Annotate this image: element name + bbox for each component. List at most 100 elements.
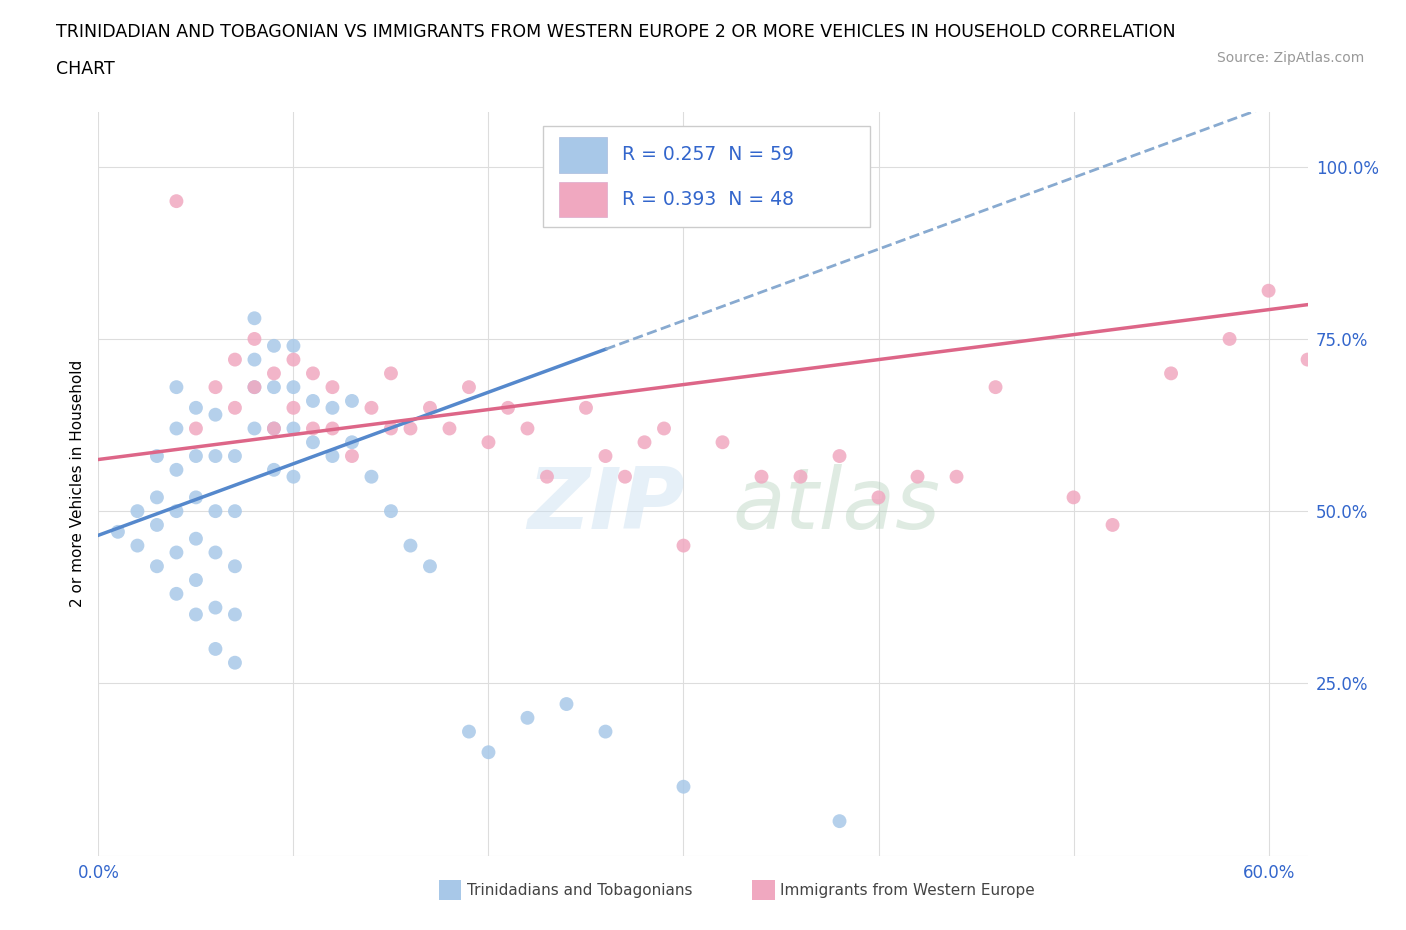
Point	[399, 538, 422, 553]
Point	[496, 401, 519, 416]
Point	[146, 517, 169, 532]
Point	[263, 462, 285, 477]
Point	[204, 545, 226, 560]
Point	[1063, 490, 1085, 505]
Point	[380, 421, 402, 436]
Point	[146, 490, 169, 505]
Point	[263, 379, 285, 394]
Point	[711, 435, 734, 450]
Point	[224, 656, 246, 671]
Text: R = 0.257  N = 59: R = 0.257 N = 59	[621, 145, 794, 165]
Point	[321, 401, 343, 416]
Point	[184, 490, 207, 505]
Point	[165, 421, 187, 436]
Point	[283, 379, 305, 394]
Point	[458, 379, 481, 394]
Point	[360, 401, 382, 416]
Point	[243, 421, 266, 436]
FancyBboxPatch shape	[543, 126, 870, 227]
Text: Source: ZipAtlas.com: Source: ZipAtlas.com	[1216, 51, 1364, 65]
Point	[302, 393, 325, 408]
Point	[165, 193, 187, 208]
Point	[184, 573, 207, 588]
Y-axis label: 2 or more Vehicles in Household: 2 or more Vehicles in Household	[69, 360, 84, 607]
Point	[614, 470, 637, 485]
Point	[302, 365, 325, 380]
Point	[321, 421, 343, 436]
Point	[283, 401, 305, 416]
Text: TRINIDADIAN AND TOBAGONIAN VS IMMIGRANTS FROM WESTERN EUROPE 2 OR MORE VEHICLES : TRINIDADIAN AND TOBAGONIAN VS IMMIGRANTS…	[56, 23, 1175, 41]
Point	[945, 470, 967, 485]
Point	[751, 470, 773, 485]
Point	[380, 365, 402, 380]
Point	[146, 559, 169, 574]
Point	[165, 504, 187, 519]
Point	[283, 421, 305, 436]
Point	[184, 607, 207, 622]
Point	[1160, 365, 1182, 380]
Point	[536, 470, 558, 485]
Point	[243, 379, 266, 394]
Point	[828, 448, 851, 463]
Point	[165, 545, 187, 560]
Point	[204, 379, 226, 394]
Text: Immigrants from Western Europe: Immigrants from Western Europe	[780, 883, 1035, 897]
Point	[224, 607, 246, 622]
Point	[263, 339, 285, 353]
Point	[652, 421, 675, 436]
Point	[516, 421, 538, 436]
Point	[184, 421, 207, 436]
Point	[439, 421, 461, 436]
Point	[302, 435, 325, 450]
Point	[1296, 352, 1319, 367]
Point	[302, 421, 325, 436]
Point	[672, 538, 695, 553]
Point	[380, 504, 402, 519]
Point	[1101, 517, 1123, 532]
Point	[243, 331, 266, 346]
Point	[263, 365, 285, 380]
Point	[283, 470, 305, 485]
Point	[224, 352, 246, 367]
Point	[321, 379, 343, 394]
Point	[127, 504, 149, 519]
Point	[224, 401, 246, 416]
Point	[789, 470, 811, 485]
Point	[399, 421, 422, 436]
Point	[165, 379, 187, 394]
Point	[204, 407, 226, 422]
Point	[907, 470, 929, 485]
Point	[1257, 284, 1279, 299]
Text: R = 0.393  N = 48: R = 0.393 N = 48	[621, 190, 794, 209]
Text: atlas: atlas	[733, 464, 941, 548]
Point	[984, 379, 1007, 394]
Point	[360, 470, 382, 485]
Point	[419, 401, 441, 416]
Point	[224, 448, 246, 463]
Point	[243, 379, 266, 394]
Point	[107, 525, 129, 539]
Point	[633, 435, 655, 450]
Point	[127, 538, 149, 553]
Point	[184, 531, 207, 546]
Point	[165, 587, 187, 602]
Point	[224, 504, 246, 519]
Point	[204, 600, 226, 615]
FancyBboxPatch shape	[560, 181, 607, 218]
Point	[321, 448, 343, 463]
Point	[263, 421, 285, 436]
Point	[1219, 331, 1241, 346]
Point	[165, 462, 187, 477]
Point	[477, 745, 499, 760]
Point	[477, 435, 499, 450]
Point	[1355, 525, 1378, 539]
Point	[868, 490, 890, 505]
Point	[419, 559, 441, 574]
Point	[555, 697, 578, 711]
Point	[340, 448, 363, 463]
Point	[224, 559, 246, 574]
Point	[243, 311, 266, 325]
Point	[243, 352, 266, 367]
Point	[204, 504, 226, 519]
Point	[184, 401, 207, 416]
